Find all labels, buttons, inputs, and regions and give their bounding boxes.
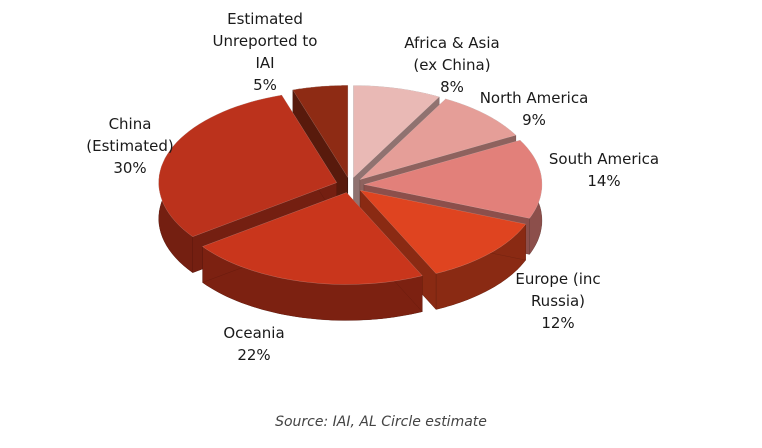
category-label: South America bbox=[548, 150, 660, 168]
value-label: 8% bbox=[440, 78, 464, 96]
slice-label: Estimated Unreported to IAI 5% bbox=[201, 8, 329, 96]
slice-top bbox=[359, 98, 517, 180]
slice-label: China (Estimated) 30% bbox=[78, 113, 182, 179]
category-label: Estimated Unreported to IAI bbox=[212, 10, 318, 72]
slice-label: Europe (inc Russia) 12% bbox=[506, 268, 610, 334]
slice-label: Oceania 22% bbox=[199, 322, 309, 366]
slice-top bbox=[201, 192, 423, 285]
slice-side bbox=[202, 246, 423, 321]
value-label: 5% bbox=[253, 76, 277, 94]
category-label: North America bbox=[479, 89, 589, 107]
slice-top bbox=[353, 85, 440, 179]
value-label: 9% bbox=[522, 111, 546, 129]
value-label: 12% bbox=[541, 314, 575, 332]
category-label: Europe (inc Russia) bbox=[515, 270, 601, 310]
slice-top bbox=[158, 94, 338, 237]
slice-top bbox=[359, 189, 527, 274]
slice-label: North America 9% bbox=[474, 87, 594, 131]
slice-label: South America 14% bbox=[539, 148, 669, 192]
category-label: China (Estimated) bbox=[86, 115, 174, 155]
source-note: Source: IAI, AL Circle estimate bbox=[275, 414, 487, 430]
slice-top bbox=[363, 139, 543, 219]
slice bbox=[158, 94, 338, 274]
value-label: 14% bbox=[587, 172, 621, 190]
slice bbox=[201, 191, 423, 321]
value-label: 30% bbox=[113, 159, 147, 177]
category-label: Africa & Asia (ex China) bbox=[404, 34, 500, 74]
slice-top bbox=[292, 85, 349, 179]
slice bbox=[359, 189, 527, 311]
category-label: Oceania bbox=[223, 324, 285, 342]
slice-label: Africa & Asia (ex China) 8% bbox=[393, 32, 511, 98]
value-label: 22% bbox=[237, 346, 271, 364]
